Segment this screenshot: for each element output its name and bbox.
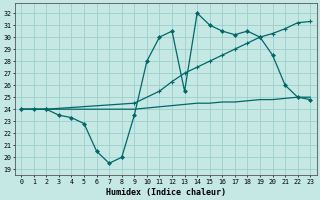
X-axis label: Humidex (Indice chaleur): Humidex (Indice chaleur) xyxy=(106,188,226,197)
